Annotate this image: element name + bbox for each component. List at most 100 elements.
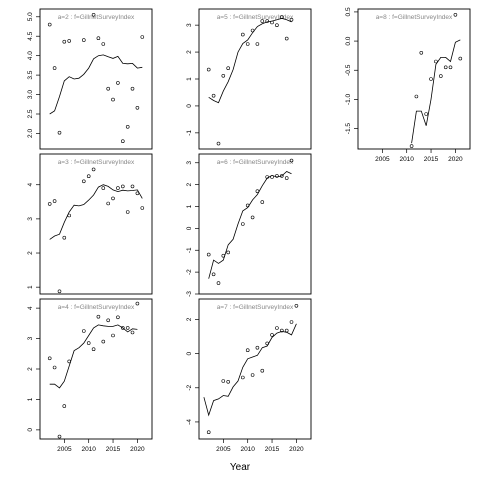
panel-title: a=5 : f=GillnetSurveyIndex <box>217 14 294 21</box>
data-point <box>101 339 106 344</box>
data-point <box>86 341 91 345</box>
data-point <box>279 328 284 333</box>
x-tick-label: 2005 <box>57 446 72 453</box>
data-point <box>52 365 57 370</box>
panel-title: a=2 : f=GillnetSurveyIndex <box>58 14 135 21</box>
data-point <box>106 201 110 206</box>
y-tick-label: 4 <box>27 183 34 187</box>
data-point <box>453 13 458 17</box>
y-tick-label: -1 <box>186 247 193 253</box>
data-point <box>255 345 260 350</box>
data-point <box>226 66 230 70</box>
data-point <box>91 167 96 172</box>
data-point <box>62 235 67 240</box>
panel-a5: a=5 : f=GillnetSurveyIndex -1 0 1 2 3 <box>186 8 312 150</box>
data-point <box>62 39 67 44</box>
data-point <box>91 13 96 17</box>
data-point <box>216 281 221 285</box>
data-point <box>121 139 125 143</box>
y-tick-label: 3.5 <box>27 70 34 79</box>
data-point <box>241 222 245 226</box>
data-point <box>101 186 106 190</box>
data-point <box>206 252 211 257</box>
y-tick-label: 3 <box>186 161 193 165</box>
data-point <box>265 175 270 179</box>
panel-title: a=6 : f=GillnetSurveyIndex <box>217 159 294 166</box>
panel-frame <box>39 298 153 440</box>
data-point <box>67 213 71 218</box>
data-point <box>106 86 110 91</box>
data-point <box>62 404 67 408</box>
data-point <box>116 81 120 85</box>
y-tick-label: 1 <box>27 397 34 401</box>
data-point <box>241 375 245 380</box>
data-point <box>250 215 255 220</box>
data-point <box>57 289 62 294</box>
data-point <box>275 326 279 330</box>
data-point <box>221 74 226 78</box>
data-point <box>82 329 86 333</box>
panel-title: a=8 : f=GillnetSurveyIndex <box>376 14 453 21</box>
data-point <box>67 359 71 364</box>
data-point <box>47 202 52 206</box>
data-point <box>111 97 115 102</box>
data-point <box>47 22 52 27</box>
panel-a8: a=8 : f=GillnetSurveyIndex -1.5 -1.0 -0.5 0.… <box>345 7 471 163</box>
y-tick-label: 0 <box>186 226 193 230</box>
x-tick-label: 2010 <box>81 446 96 453</box>
data-point <box>226 250 230 255</box>
panel-frame <box>198 153 312 295</box>
y-tick-label: 3 <box>27 217 34 221</box>
data-point <box>409 144 414 148</box>
panel-title: a=7 : f=GillnetSurveyIndex <box>217 304 294 311</box>
y-tick-label: 0 <box>186 351 193 355</box>
y-tick-label: 0.5 <box>345 7 352 16</box>
y-tick-label: 2 <box>186 317 193 321</box>
data-point <box>135 106 140 110</box>
data-point <box>125 210 130 214</box>
data-point <box>414 94 419 99</box>
data-point <box>67 39 71 43</box>
data-point <box>82 179 86 184</box>
data-point <box>52 199 57 203</box>
data-point <box>245 348 250 353</box>
data-point <box>284 328 289 333</box>
data-point <box>121 184 125 189</box>
y-tick-label: 4.5 <box>27 31 34 40</box>
y-tick-label: -1 <box>186 130 193 136</box>
data-point <box>111 333 115 338</box>
fit-line <box>411 39 461 144</box>
y-tick-label: -0.5 <box>345 64 352 76</box>
panel-a3: a=3 : f=GillnetSurveyIndex 1 2 3 4 <box>27 153 153 295</box>
y-tick-label: 1 <box>186 77 193 81</box>
x-tick-label: 2015 <box>424 156 439 163</box>
data-point <box>419 50 424 55</box>
data-point <box>206 67 211 72</box>
data-point <box>265 341 270 346</box>
data-point <box>106 318 110 323</box>
data-point <box>289 17 294 22</box>
y-tick-label: 2 <box>186 182 193 186</box>
data-point <box>245 203 250 208</box>
data-point <box>96 36 101 41</box>
y-tick-label: 0.0 <box>345 36 352 45</box>
data-point <box>82 38 86 42</box>
y-tick-label: 4.0 <box>27 51 34 60</box>
panel-frame <box>39 8 153 150</box>
panel-title: a=4 : f=GillnetSurveyIndex <box>58 304 135 311</box>
x-tick-label: 2020 <box>130 446 145 453</box>
x-tick-label: 2020 <box>448 156 463 163</box>
data-point <box>458 56 463 61</box>
y-tick-label: -3 <box>186 291 193 297</box>
data-point <box>140 206 145 210</box>
data-point <box>216 141 221 146</box>
data-point <box>91 347 96 352</box>
x-tick-label: 2015 <box>106 446 121 453</box>
data-point <box>255 42 260 46</box>
data-point <box>111 196 115 201</box>
data-point <box>135 301 140 306</box>
data-point <box>116 186 120 190</box>
data-point <box>270 20 274 25</box>
data-point <box>434 59 438 64</box>
data-point <box>429 77 433 81</box>
